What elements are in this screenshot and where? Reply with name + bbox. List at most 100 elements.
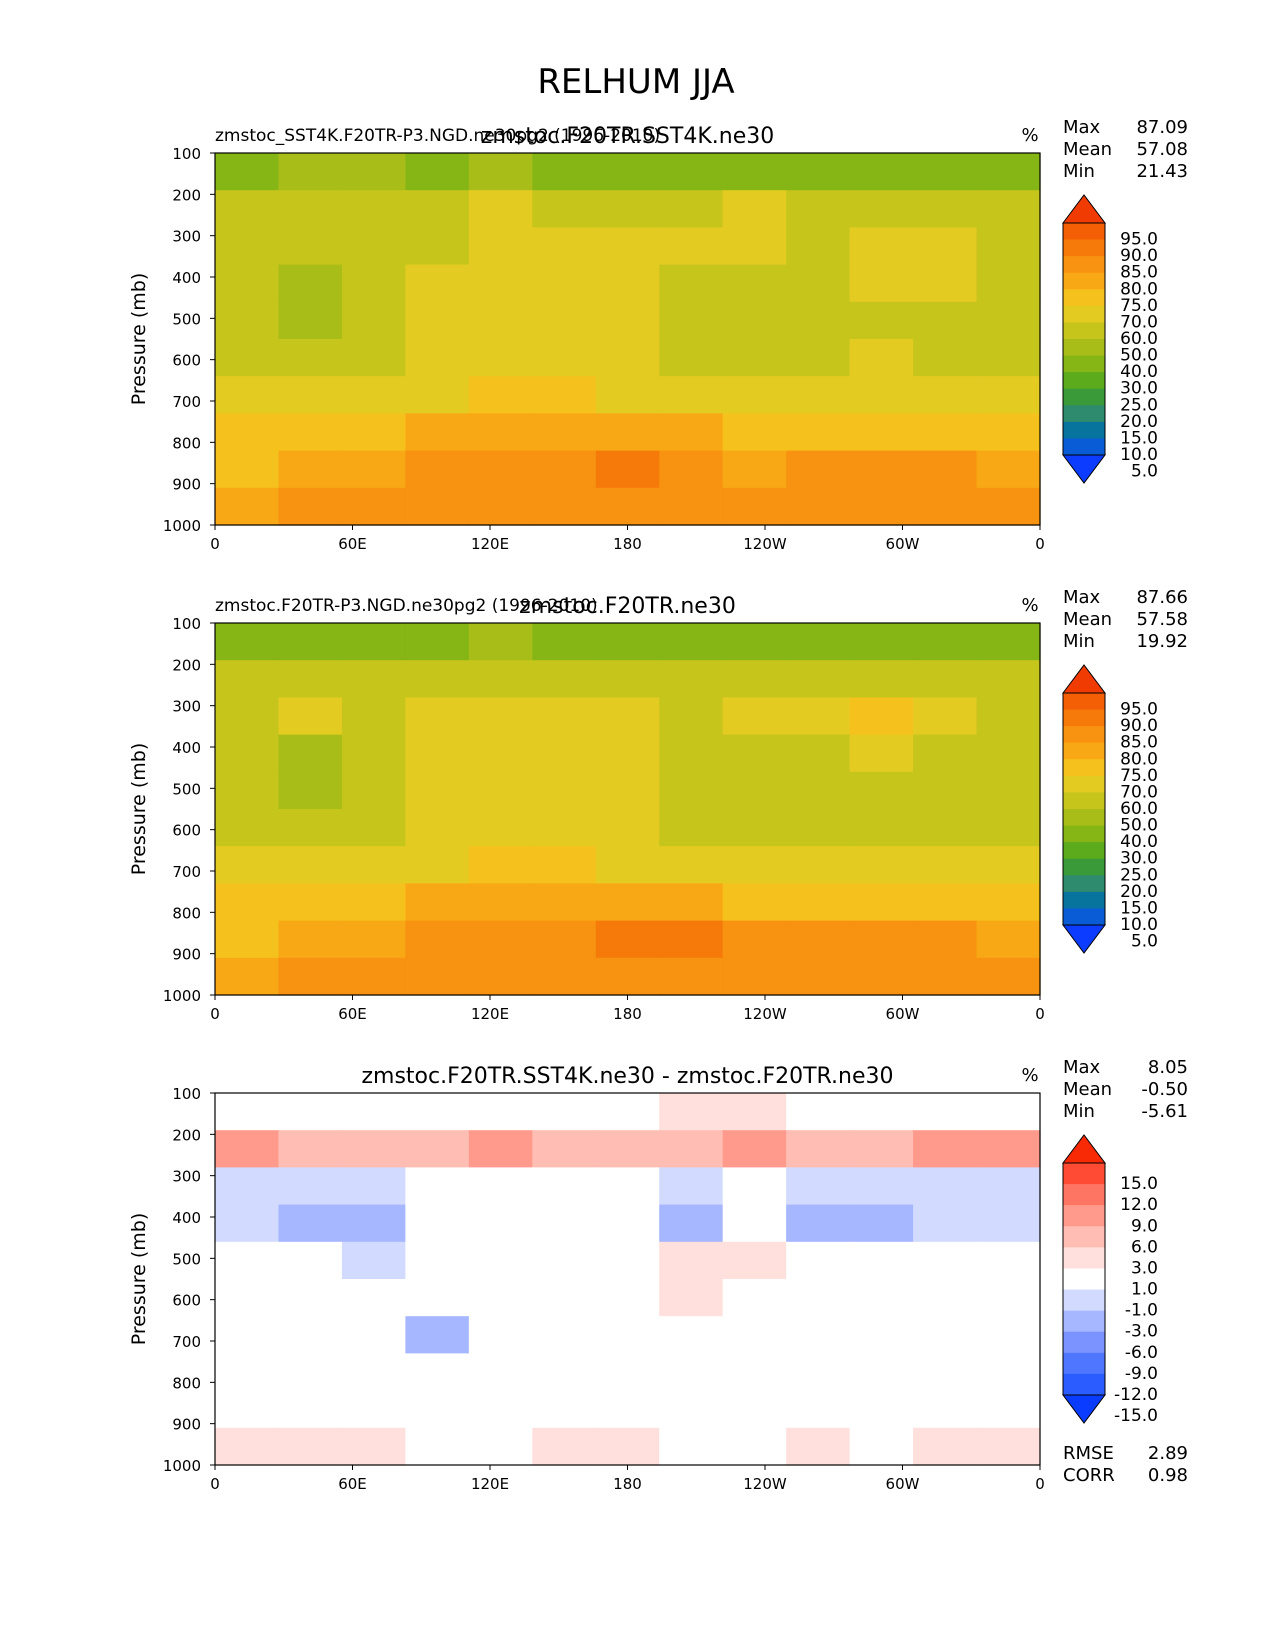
contour-cell [405,1316,470,1354]
contour-cell [786,1204,851,1243]
contour-cell [468,153,533,191]
colorbar-level-label: 60.0 [1120,799,1158,819]
colorbar-level-label: 1.0 [1131,1280,1158,1300]
colorbar-band [1063,339,1105,357]
contour-cell [659,1390,724,1429]
y-tick-label: 800 [172,904,201,922]
contour-cell [659,153,724,191]
contour-cell [532,1427,597,1466]
contour-cell [405,1390,470,1429]
contour-cell [215,190,280,228]
contour-cell [468,697,533,736]
contour-cell [405,1204,470,1243]
contour-cell [976,809,1041,847]
contour-cell [405,301,470,340]
contour-cell [595,1241,660,1280]
contour-cell [532,1353,597,1392]
contour-cell [786,1241,851,1280]
panel-title: zmstoc.F20TR.SST4K.ne30 - zmstoc.F20TR.n… [361,1064,893,1089]
contour-cell [405,153,470,191]
contour-cell [532,660,597,698]
contour-cell [215,1130,280,1168]
contour-cell [278,153,343,191]
stat-label: Mean [1063,1079,1112,1100]
contour-cell [913,1427,978,1466]
contour-cell [659,1241,724,1280]
colorbar-band [1063,388,1105,406]
contour-cell [659,846,724,884]
contour-cell [532,1204,597,1243]
y-tick-label: 800 [172,434,201,452]
contour-cell [659,883,724,922]
contour-cell [786,227,851,266]
contour-cell [341,1390,406,1429]
contour-cell [595,339,660,377]
contour-cell [659,413,724,452]
colorbar-band [1063,438,1105,456]
colorbar-level-label: 90.0 [1120,246,1158,266]
contour-cell [913,1390,978,1429]
contour-cell [659,697,724,736]
contour-cell [913,697,978,736]
contour-cell [976,1316,1041,1354]
contour-cell [722,227,787,266]
contour-cell [722,920,787,959]
contour-cell [405,1279,470,1317]
contour-cell [215,809,280,847]
contour-cell [786,697,851,736]
contour-cell [405,1353,470,1392]
contour-cell [849,1130,914,1168]
contour-cell [849,413,914,452]
contour-cell [215,1353,280,1392]
contour-cell [595,883,660,922]
contour-cell [913,1093,978,1131]
colorbar-level-label: 60.0 [1120,329,1158,349]
x-tick-label: 0 [210,1005,220,1023]
stat-value: 2.89 [1148,1443,1188,1464]
contour-cell [341,1316,406,1354]
contour-cell [278,660,343,698]
contour-cell [849,846,914,884]
contour-cell [532,1316,597,1354]
contour-cell [722,697,787,736]
contour-cell [405,1241,470,1280]
contour-cell [913,1167,978,1206]
contour-cell [595,1130,660,1168]
contour-cell [468,1167,533,1206]
contour-cell [405,920,470,959]
contour-cell [341,450,406,489]
contour-cell [976,660,1041,698]
contour-cell [278,1279,343,1317]
colorbar-band [1063,858,1105,876]
contour-cell [659,623,724,661]
colorbar-band [1063,775,1105,793]
colorbar-level-label: 40.0 [1120,832,1158,852]
x-tick-label: 60W [886,1005,920,1023]
stat-value: 57.08 [1136,139,1188,160]
contour-cell [405,957,470,996]
contour-cell [278,190,343,228]
colorbar-level-label: 75.0 [1120,766,1158,786]
y-tick-label: 300 [172,1168,201,1186]
contour-cell [786,883,851,922]
contour-cell [341,339,406,377]
contour-cell [595,450,660,489]
contour-cell [595,301,660,340]
contour-cell [532,809,597,847]
contour-cell [786,264,851,303]
contour-cell [849,623,914,661]
contour-cell [405,809,470,847]
contour-cell [913,450,978,489]
colorbar-level-label: -3.0 [1125,1322,1158,1342]
contour-cell [278,376,343,414]
stat-label: Min [1063,161,1095,182]
contour-cell [976,1353,1041,1392]
colorbar-level-label: 10.0 [1120,445,1158,465]
contour-cell [215,920,280,959]
contour-cell [722,1241,787,1280]
contour-cell [405,264,470,303]
contour-cell [722,450,787,489]
y-tick-label: 500 [172,780,201,798]
y-tick-label: 900 [172,476,201,494]
y-tick-label: 400 [172,269,201,287]
